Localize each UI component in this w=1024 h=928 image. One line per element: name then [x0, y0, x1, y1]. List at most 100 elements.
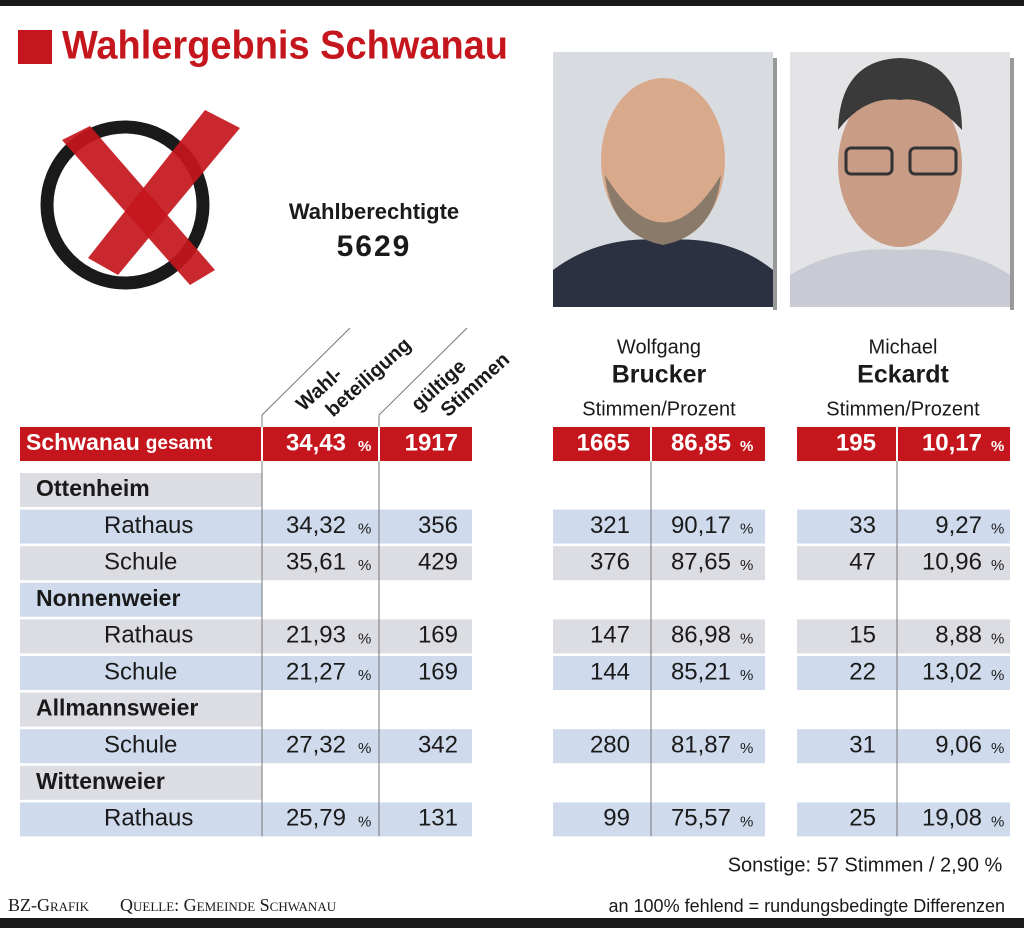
percent-sign: % — [358, 438, 371, 455]
total-name-suffix: gesamt — [146, 433, 213, 454]
total-row-label: Schwanau gesamt — [26, 429, 213, 455]
percent-sign: % — [358, 630, 371, 647]
group-row-bg — [20, 692, 262, 727]
percent-sign: % — [740, 438, 753, 455]
candidate-subheader: Stimmen/Prozent — [582, 398, 736, 420]
row-bg — [20, 729, 472, 764]
title: Wahlergebnis Schwanau — [62, 24, 508, 68]
row-bg — [553, 802, 765, 837]
table-cell: 10,17 — [922, 429, 982, 456]
candidate-first-name: Wolfgang — [617, 336, 701, 358]
table-cell: 22 — [849, 658, 876, 685]
table-cell: 21,93 — [286, 622, 346, 649]
percent-sign: % — [740, 667, 753, 684]
table-cell: 21,27 — [286, 658, 346, 685]
row-name: Schule — [104, 732, 177, 759]
row-bg — [553, 509, 765, 544]
table-cell: 25,79 — [286, 805, 346, 832]
total-row-bg — [797, 427, 1010, 461]
table-cell: 131 — [418, 805, 458, 832]
bottom-bar — [0, 918, 1024, 928]
table-cell: 144 — [590, 658, 630, 685]
row-bg — [553, 619, 765, 654]
row-bg — [797, 802, 1010, 837]
percent-sign: % — [358, 813, 371, 830]
percent-sign: % — [358, 667, 371, 684]
group-row-bg — [20, 473, 262, 507]
table-cell: 47 — [849, 549, 876, 576]
candidate-subheader: Stimmen/Prozent — [826, 398, 980, 420]
table-cell: 27,32 — [286, 732, 346, 759]
group-name: Wittenweier — [36, 768, 165, 794]
table-cell: 81,87 — [671, 732, 731, 759]
table-cell: 1917 — [405, 429, 458, 456]
table-cell: 169 — [418, 622, 458, 649]
table-cell: 15 — [849, 622, 876, 649]
table-cell: 10,96 — [922, 549, 982, 576]
table-cell: 376 — [590, 549, 630, 576]
percent-sign: % — [991, 630, 1004, 647]
row-bg — [553, 546, 765, 581]
others-note: Sonstige: 57 Stimmen / 2,90 % — [728, 854, 1003, 876]
credit: BZ-Grafik — [8, 895, 90, 915]
percent-sign: % — [358, 521, 371, 538]
percent-sign: % — [991, 438, 1004, 455]
percent-sign: % — [991, 557, 1004, 574]
percent-sign: % — [740, 630, 753, 647]
group-row-bg — [20, 765, 262, 800]
photo-eckardt — [790, 52, 1010, 307]
table-cell: 99 — [603, 805, 630, 832]
table-cell: 342 — [418, 732, 458, 759]
table-cell: 195 — [836, 429, 876, 456]
table-cell: 34,32 — [286, 512, 346, 539]
row-bg — [20, 619, 472, 654]
group-row-bg — [20, 582, 262, 617]
row-name: Rathaus — [104, 512, 193, 539]
row-bg — [20, 802, 472, 837]
group-name: Allmannsweier — [36, 695, 198, 721]
row-name: Rathaus — [104, 805, 193, 832]
candidate-first-name: Michael — [869, 336, 938, 358]
table-cell: 86,98 — [671, 622, 731, 649]
table-cell: 321 — [590, 512, 630, 539]
candidate-last-name: Brucker — [612, 361, 707, 389]
table-cell: 31 — [849, 732, 876, 759]
percent-sign: % — [740, 813, 753, 830]
table-cell: 25 — [849, 805, 876, 832]
total-row-bg — [553, 427, 765, 461]
table-cell: 90,17 — [671, 512, 731, 539]
eligible-label: Wahlberechtigte — [289, 199, 459, 224]
title-square — [18, 30, 52, 64]
row-name: Rathaus — [104, 622, 193, 649]
row-bg — [20, 509, 472, 544]
table-cell: 86,85 — [671, 429, 731, 456]
table-cell: 75,57 — [671, 805, 731, 832]
group-name: Nonnenweier — [36, 585, 180, 611]
header-diagonal — [261, 327, 351, 416]
table-cell: 9,27 — [935, 512, 982, 539]
group-name: Ottenheim — [36, 475, 150, 501]
eligible-value: 5629 — [337, 230, 412, 263]
percent-sign: % — [740, 740, 753, 757]
header-diagonal — [378, 327, 468, 416]
row-bg — [553, 656, 765, 690]
row-bg — [797, 509, 1010, 544]
row-bg — [797, 656, 1010, 690]
column-header: Wahl-beteiligung — [292, 334, 415, 422]
row-bg — [797, 729, 1010, 764]
table-cell: 33 — [849, 512, 876, 539]
table-cell: 87,65 — [671, 549, 731, 576]
percent-sign: % — [358, 740, 371, 757]
table-cell: 9,06 — [935, 732, 982, 759]
table-cell: 356 — [418, 512, 458, 539]
percent-sign: % — [740, 557, 753, 574]
row-bg — [20, 656, 472, 690]
footnote: an 100% fehlend = rundungsbedingte Diffe… — [609, 896, 1005, 916]
percent-sign: % — [358, 557, 371, 574]
row-bg — [797, 546, 1010, 581]
row-name: Schule — [104, 549, 177, 576]
table-cell: 280 — [590, 732, 630, 759]
table-cell: 34,43 — [286, 429, 346, 456]
row-name: Schule — [104, 658, 177, 685]
